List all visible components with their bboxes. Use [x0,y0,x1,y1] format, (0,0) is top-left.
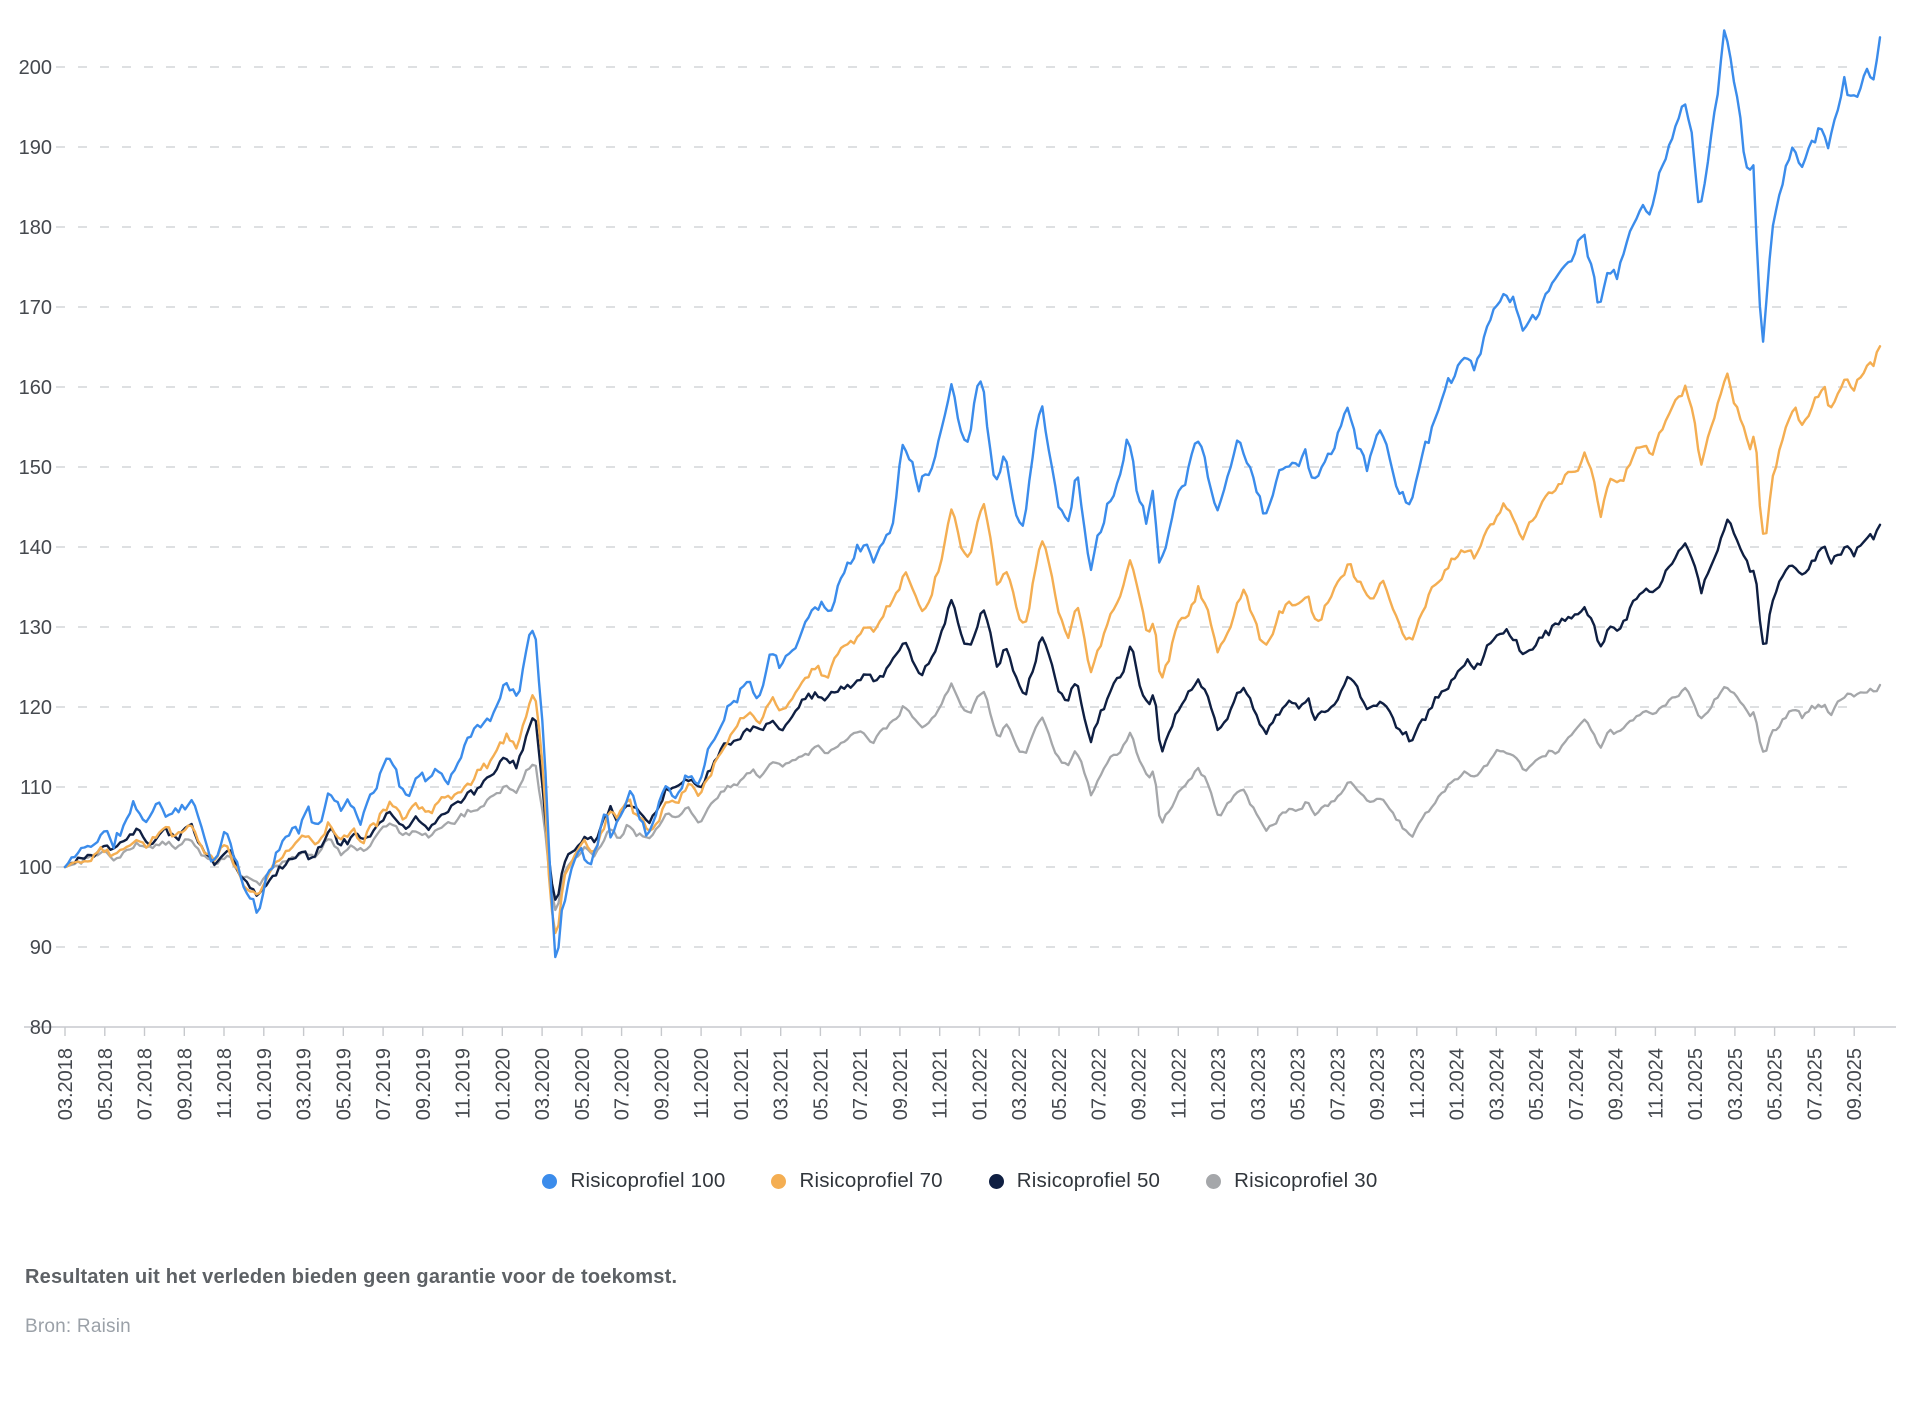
y-axis-tick-label: 180 [19,217,52,239]
x-axis-tick-label: 01.2025 [1685,1048,1707,1120]
x-axis-tick-label: 03.2018 [55,1048,77,1120]
y-axis-tick-label: 150 [19,457,52,479]
x-axis-tick-label: 01.2023 [1208,1048,1230,1120]
x-axis-tick-label: 01.2019 [254,1048,276,1120]
x-axis-tick-label: 09.2018 [174,1048,196,1120]
x-axis-tick-label: 03.2022 [1009,1048,1031,1120]
x-axis-tick-label: 07.2025 [1804,1048,1826,1120]
x-axis-tick-label: 09.2023 [1367,1048,1389,1120]
x-axis-tick-label: 09.2020 [651,1048,673,1120]
y-axis-tick-label: 170 [19,297,52,319]
x-axis-tick-label: 09.2021 [890,1048,912,1120]
series-line-risicoprofiel-100 [63,29,1882,959]
x-axis-tick-label: 11.2021 [930,1048,952,1119]
x-axis-tick-label: 07.2023 [1327,1048,1349,1120]
x-axis-tick-label: 07.2021 [850,1048,872,1120]
series-line-risicoprofiel-50 [63,518,1882,901]
x-axis-tick-label: 11.2022 [1168,1048,1190,1119]
performance-report: 80 90 100 110 120 130 140 150 160 170 180 190 200 03.… [0,29,1920,1337]
legend-label: Risicoprofiel 50 [1016,1169,1161,1192]
legend-label: Risicoprofiel 30 [1234,1169,1378,1192]
legend-dot-icon [1206,1173,1222,1189]
x-axis-tick-label: 03.2024 [1486,1048,1508,1120]
x-axis-tick-label: 09.2022 [1129,1048,1151,1120]
x-axis-tick-label: 03.2023 [1248,1048,1270,1120]
x-axis-tick-label: 05.2019 [333,1048,355,1120]
y-axis-tick-label: 190 [19,137,52,159]
legend-dot-icon [542,1173,558,1189]
x-axis-tick-label: 05.2023 [1288,1048,1310,1120]
legend-item-risicoprofiel-70[interactable]: Risicoprofiel 70 [771,1169,943,1193]
x-axis-tick-label: 05.2025 [1765,1048,1787,1120]
source-attribution: Bron: Raisin [25,1316,131,1337]
x-axis-tick-label: 03.2021 [771,1048,793,1120]
y-axis-tick-label: 120 [19,697,52,719]
x-axis-tick-label: 07.2020 [612,1048,634,1120]
y-axis-tick-label: 100 [19,857,52,879]
legend-label: Risicoprofiel 100 [570,1169,726,1192]
x-axis-tick-label: 11.2024 [1645,1048,1667,1119]
legend-dot-icon [771,1173,787,1189]
x-axis-tick-label: 11.2018 [214,1048,236,1119]
y-axis-tick-label: 140 [19,537,52,559]
y-axis-tick-label: 130 [19,617,52,639]
legend-dot-icon [988,1173,1004,1189]
x-axis-tick-label: 07.2018 [135,1048,157,1120]
legend-item-risicoprofiel-100[interactable]: Risicoprofiel 100 [542,1169,725,1193]
x-axis-tick-label: 03.2020 [532,1048,554,1120]
legend-item-risicoprofiel-50[interactable]: Risicoprofiel 50 [988,1169,1161,1193]
series-line-risicoprofiel-70 [63,345,1882,935]
y-axis-tick-label: 110 [20,777,52,799]
x-axis-tick-label: 05.2020 [572,1048,594,1120]
legend-item-risicoprofiel-30[interactable]: Risicoprofiel 30 [1206,1169,1377,1193]
x-axis-tick-label: 11.2019 [453,1048,475,1119]
y-axis-tick-label: 90 [30,937,52,959]
line-chart-canvas: 80 90 100 110 120 130 140 150 160 170 180 190 200 03.… [19,29,1896,1120]
y-axis-tick-label: 160 [19,377,52,399]
x-axis-tick-label: 07.2024 [1566,1048,1588,1120]
x-axis-tick-label: 09.2019 [413,1048,435,1120]
x-axis-tick-label: 05.2022 [1049,1048,1071,1120]
x-axis-tick-label: 03.2025 [1725,1048,1747,1120]
x-axis-tick-label: 09.2024 [1606,1048,1628,1120]
x-axis-tick-label: 11.2020 [691,1048,713,1119]
chart-legend: Risicoprofiel 100 Risicoprofiel 70 Risic… [0,1166,1920,1196]
x-axis-tick-label: 01.2022 [970,1048,992,1120]
x-axis-tick-label: 07.2022 [1089,1048,1111,1120]
y-axis-tick-label: 80 [30,1017,52,1039]
x-axis-tick-label: 05.2021 [810,1048,832,1120]
performance-chart: 80 90 100 110 120 130 140 150 160 170 180 190 200 03.… [19,29,1896,1120]
x-axis-tick-label: 11.2023 [1407,1048,1429,1119]
series-line-risicoprofiel-30 [63,682,1882,912]
x-axis-tick-label: 03.2019 [294,1048,316,1120]
x-axis-tick-label: 01.2021 [731,1048,753,1120]
x-axis-tick-label: 05.2018 [95,1048,117,1120]
x-axis-tick-label: 07.2019 [373,1048,395,1120]
x-axis-tick-label: 05.2024 [1526,1048,1548,1120]
legend-label: Risicoprofiel 70 [799,1169,943,1192]
x-axis-tick-label: 01.2024 [1447,1048,1469,1120]
past-results-disclaimer: Resultaten uit het verleden bieden geen … [25,1266,678,1288]
y-axis-tick-label: 200 [19,57,52,79]
x-axis-tick-label: 09.2025 [1844,1048,1866,1120]
x-axis-tick-label: 01.2020 [492,1048,514,1120]
